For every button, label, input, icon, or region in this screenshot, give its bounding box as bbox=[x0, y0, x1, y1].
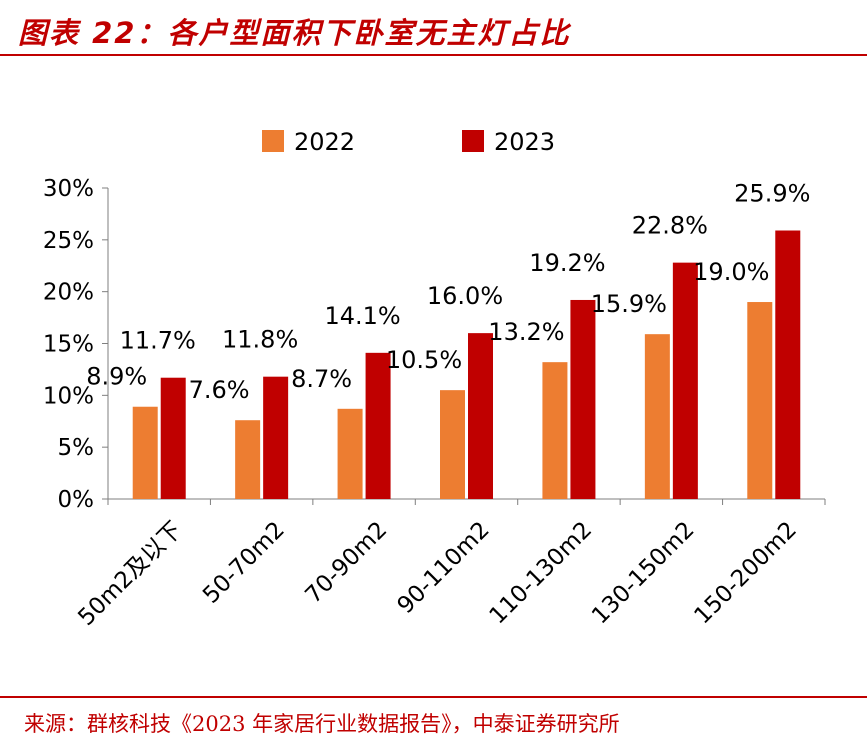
bar-2023 bbox=[672, 262, 698, 499]
data-label-2023: 16.0% bbox=[427, 282, 503, 310]
legend-swatch-2022 bbox=[262, 130, 284, 152]
data-label-2022: 19.0% bbox=[693, 258, 769, 286]
bar-chart: 2022 2023 0% 5% 10% 15% 20% 25% 30% 50m2及以下 50-7… bbox=[43, 128, 826, 631]
bars-group bbox=[132, 230, 801, 499]
x-axis: 50m2及以下 50-70m2 70-90m2 90-110m2110-130m213… bbox=[73, 498, 826, 631]
data-label-2022: 15.9% bbox=[591, 290, 667, 318]
data-label-2023: 11.8% bbox=[222, 326, 298, 354]
bar-2023 bbox=[365, 352, 391, 499]
data-label-2023: 22.8% bbox=[632, 212, 708, 240]
page-title: 图表 22：各户型面积下卧室无主灯占比 bbox=[18, 16, 571, 50]
bar-2022 bbox=[644, 334, 670, 499]
y-tick-label: 25% bbox=[43, 228, 94, 254]
x-category-label: 50m2及以下 bbox=[73, 517, 187, 631]
bar-2023 bbox=[775, 230, 801, 499]
title-bar: 图表 22：各户型面积下卧室无主灯占比 bbox=[0, 0, 867, 56]
y-tick-label: 15% bbox=[43, 332, 94, 358]
x-category-label: 70-90m2 bbox=[300, 517, 392, 609]
data-labels-group: 8.9% 11.7% 7.6% 11.8% 8.7% 14.1% 10.5% 16.0% 13.… bbox=[86, 180, 810, 405]
legend-label-2023: 2023 bbox=[494, 128, 555, 156]
chart-legend: 2022 2023 bbox=[262, 128, 555, 156]
data-label-2023: 19.2% bbox=[529, 249, 605, 277]
data-label-2023: 14.1% bbox=[324, 302, 400, 330]
y-axis: 0% 5% 10% 15% 20% 25% 30% bbox=[43, 176, 109, 513]
chart-container: 2022 2023 0% 5% 10% 15% 20% 25% 30% 50m2及以下 50-7… bbox=[0, 56, 867, 696]
data-label-2022: 7.6% bbox=[189, 376, 250, 404]
legend-label-2022: 2022 bbox=[294, 128, 355, 156]
data-label-2022: 13.2% bbox=[488, 318, 564, 346]
data-label-2023: 25.9% bbox=[734, 180, 810, 208]
legend-swatch-2023 bbox=[462, 130, 484, 152]
x-category-label: 50-70m2 bbox=[198, 517, 290, 609]
bar-2023 bbox=[570, 299, 596, 499]
data-label-2023: 11.7% bbox=[120, 327, 196, 355]
bar-2022 bbox=[235, 420, 261, 499]
y-tick-label: 20% bbox=[43, 280, 94, 306]
y-tick-label: 5% bbox=[58, 435, 95, 461]
bar-2023 bbox=[468, 333, 493, 499]
bar-2022 bbox=[440, 390, 465, 499]
bar-2022 bbox=[542, 362, 568, 499]
y-tick-label: 0% bbox=[58, 487, 95, 513]
data-label-2022: 8.9% bbox=[86, 363, 147, 391]
x-category-label: 130-150m2 bbox=[587, 517, 700, 630]
footer-divider bbox=[0, 696, 867, 698]
x-category-label: 150-200m2 bbox=[689, 517, 802, 630]
source-note: 来源：群核科技《2023 年家居行业数据报告》，中泰证券研究所 bbox=[24, 712, 620, 736]
x-category-label: 90-110m2 bbox=[393, 517, 495, 619]
bar-2023 bbox=[160, 377, 186, 499]
data-label-2022: 8.7% bbox=[291, 365, 352, 393]
data-label-2022: 10.5% bbox=[386, 346, 462, 374]
bar-2022 bbox=[132, 406, 158, 499]
x-category-label: 110-130m2 bbox=[485, 517, 598, 630]
y-tick-label: 30% bbox=[43, 176, 94, 202]
y-tick-label: 10% bbox=[43, 383, 94, 409]
bar-2022 bbox=[747, 302, 773, 499]
bar-2022 bbox=[337, 408, 363, 499]
bar-2023 bbox=[263, 376, 289, 499]
